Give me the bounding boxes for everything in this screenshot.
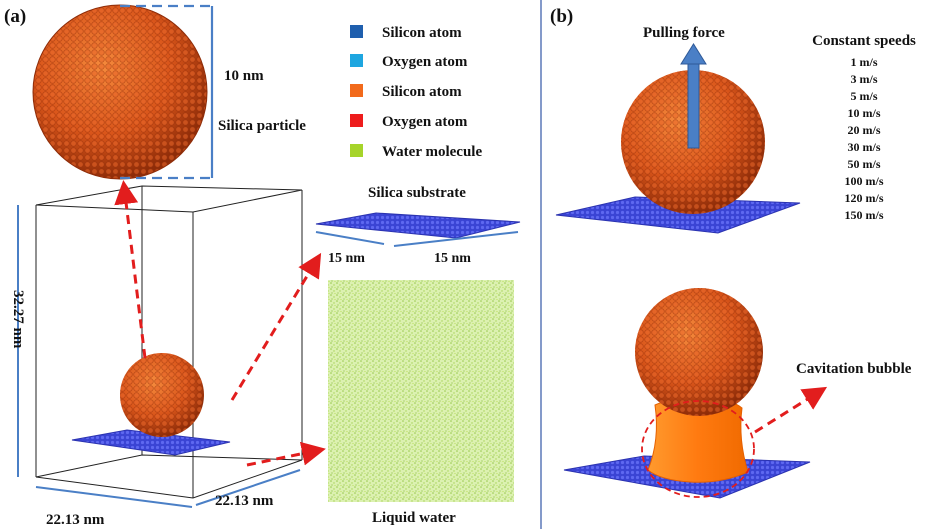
pulling-force-arrow [680, 43, 707, 149]
substrate-depth-label: 15 nm [434, 251, 471, 266]
substrate-top [555, 196, 801, 234]
legend-swatch-oxygen-particle [350, 114, 363, 127]
box-dimension-lines [17, 205, 301, 508]
substrate-width-label: 15 nm [328, 251, 365, 266]
legend-label-silicon-particle: Silicon atom [382, 84, 462, 100]
speed-item: 150 m/s [845, 208, 884, 222]
cavitation-bubble-label: Cavitation bubble [796, 361, 912, 377]
silica-particle-small [120, 353, 204, 437]
speed-item: 5 m/s [851, 89, 878, 103]
bubble-callout-arrow [754, 386, 828, 434]
speed-item: 50 m/s [848, 157, 881, 171]
legend-label-oxygen-substrate: Oxygen atom [382, 54, 468, 70]
silica-substrate [315, 212, 521, 239]
legend-swatch-oxygen-substrate [350, 54, 363, 67]
bubble-highlight-circle [641, 400, 755, 498]
particle-size-label: 10 nm [224, 68, 264, 84]
substrate-in-box [71, 429, 231, 456]
speed-item: 100 m/s [845, 174, 884, 188]
speed-item: 20 m/s [848, 123, 881, 137]
substrate-label: Silica substrate [368, 185, 466, 201]
pulling-force-label: Pulling force [643, 25, 725, 41]
legend: Silicon atom Oxygen atom Silicon atom Ox… [350, 25, 482, 160]
particle-bottom [635, 288, 763, 416]
legend-swatch-silicon-substrate [350, 25, 363, 38]
speed-item: 10 m/s [848, 106, 881, 120]
callout-arrows-a [114, 180, 326, 467]
legend-label-water: Water molecule [382, 144, 482, 160]
liquid-water-block [328, 280, 514, 502]
particle-size-bracket [120, 4, 214, 180]
speeds-title: Constant speeds [812, 33, 916, 49]
speed-item: 3 m/s [851, 72, 878, 86]
panel-a-label: (a) [4, 6, 26, 27]
particle-label: Silica particle [218, 118, 306, 134]
legend-label-oxygen-particle: Oxygen atom [382, 114, 468, 130]
box-height-label: 32.27 nm [10, 290, 26, 349]
water-label: Liquid water [372, 510, 456, 526]
speed-item: 120 m/s [845, 191, 884, 205]
speeds-list: 1 m/s 3 m/s 5 m/s 10 m/s 20 m/s 30 m/s 5… [845, 55, 884, 222]
legend-label-silicon-substrate: Silicon atom [382, 25, 462, 41]
box-depth-label: 22.13 nm [215, 493, 274, 509]
panel-b-label: (b) [550, 6, 573, 27]
silica-particle-large [32, 4, 208, 180]
speed-item: 1 m/s [851, 55, 878, 69]
substrate-dimension-lines [315, 231, 519, 247]
speed-item: 30 m/s [848, 140, 881, 154]
box-width-label: 22.13 nm [46, 512, 105, 528]
legend-swatch-silicon-particle [350, 84, 363, 97]
legend-swatch-water [350, 144, 363, 157]
